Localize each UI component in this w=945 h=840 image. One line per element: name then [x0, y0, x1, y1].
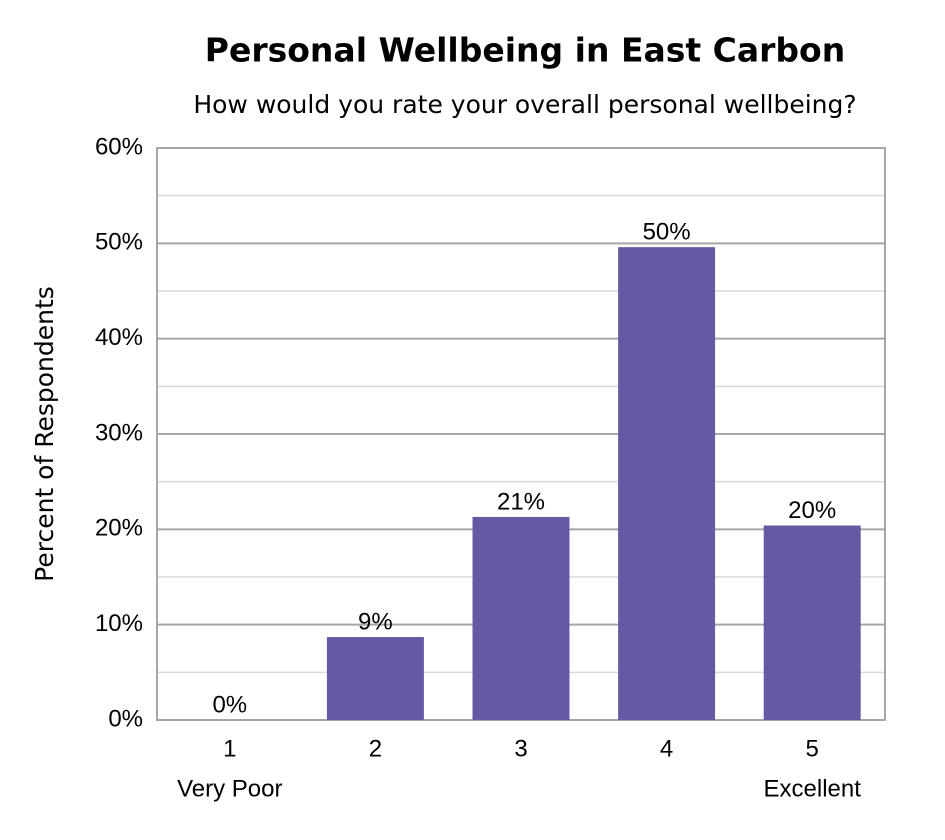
- bar: [472, 516, 570, 720]
- y-tick-label: 0%: [108, 705, 143, 732]
- y-tick-label: 40%: [95, 324, 143, 351]
- value-label: 9%: [358, 608, 393, 635]
- bar: [618, 247, 716, 720]
- x-tick-label: 1: [223, 735, 236, 762]
- x-tick-label: 3: [514, 735, 527, 762]
- y-tick-label: 10%: [95, 610, 143, 637]
- x-tick-sublabel: Excellent: [764, 775, 862, 802]
- y-tick-label: 60%: [95, 133, 143, 160]
- y-tick-label: 30%: [95, 419, 143, 446]
- x-tick-label: 2: [369, 735, 382, 762]
- bar: [326, 637, 424, 720]
- x-tick-sublabel: Very Poor: [177, 775, 282, 802]
- value-label: 21%: [497, 488, 545, 515]
- x-tick-label: 5: [806, 735, 819, 762]
- y-axis-label: Percent of Respondents: [30, 286, 59, 582]
- bar: [763, 525, 861, 720]
- chart-subtitle: How would you rate your overall personal…: [193, 90, 856, 119]
- chart-title: Personal Wellbeing in East Carbon: [205, 31, 845, 70]
- x-tick-label: 4: [660, 735, 673, 762]
- y-tick-label: 20%: [95, 515, 143, 542]
- value-label: 0%: [212, 691, 247, 718]
- y-tick-label: 50%: [95, 229, 143, 256]
- value-label: 20%: [788, 497, 836, 524]
- value-label: 50%: [643, 218, 691, 245]
